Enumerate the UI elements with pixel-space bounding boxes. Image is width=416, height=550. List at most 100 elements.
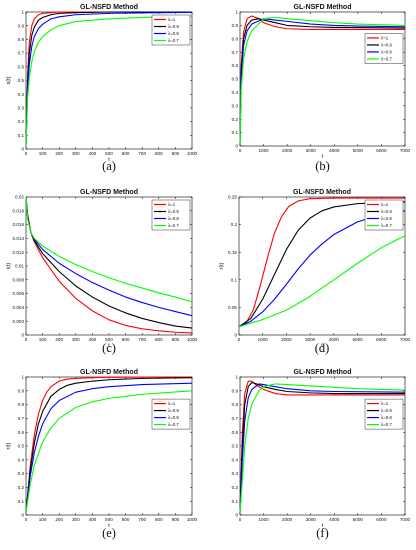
x-tick-label: 100	[39, 151, 47, 156]
y-tick-label: 0.1	[231, 277, 238, 282]
x-tick-label: 3000	[305, 337, 316, 342]
x-tick-label: 900	[172, 337, 180, 342]
y-tick-label: 0.1	[18, 499, 25, 504]
legend-label: λ=0.7	[381, 422, 392, 427]
legend-label: λ=0.9	[381, 408, 392, 413]
series-line	[239, 18, 406, 144]
x-tick-label: 300	[72, 151, 80, 156]
y-tick-label: 0	[21, 513, 24, 518]
x-tick-label: 3000	[306, 148, 317, 153]
y-tick-label: 0.1	[232, 130, 239, 135]
plot-area	[25, 376, 193, 516]
series-line	[238, 197, 405, 328]
y-tick-label: 0.2	[231, 222, 238, 227]
x-tick-label: 800	[155, 151, 163, 156]
y-tick-label: 0.5	[232, 444, 239, 449]
x-tick-label: 3000	[306, 517, 317, 522]
y-tick-label: 0.6	[232, 430, 239, 435]
x-tick-label: 6000	[376, 517, 387, 522]
y-tick-label: 0.004	[13, 305, 25, 310]
x-tick-label: 200	[55, 337, 63, 342]
y-tick-label: 0.2	[232, 117, 239, 122]
y-tick-label: 0.006	[13, 291, 25, 296]
series-line	[25, 11, 192, 147]
x-tick-label: 200	[55, 151, 63, 156]
series-line	[239, 383, 406, 513]
legend-label: λ=0.9	[168, 24, 179, 29]
x-tick-label: 5000	[353, 148, 364, 153]
x-tick-label: 100	[39, 517, 47, 522]
x-tick-label: 1000	[258, 148, 269, 153]
y-axis-label: i(t)	[6, 263, 12, 270]
y-tick-label: 0.5	[232, 77, 239, 82]
chart-title: GL-NSFD Method	[80, 4, 138, 11]
y-tick-label: 1	[235, 375, 238, 380]
x-tick-label: 5000	[352, 337, 363, 342]
y-tick-label: 0.2	[18, 485, 25, 490]
legend-label: λ=1	[168, 401, 176, 406]
x-tick-label: 4000	[329, 517, 340, 522]
y-tick-label: 0	[21, 147, 24, 152]
y-tick-label: 0.8	[232, 402, 239, 407]
x-tick-label: 200	[55, 517, 63, 522]
x-tick-label: 1000	[187, 517, 198, 522]
y-tick-label: 0.9	[232, 388, 239, 393]
y-axis-label: r(t)	[6, 442, 12, 449]
y-tick-label: 0.6	[18, 430, 25, 435]
y-tick-label: 0.7	[18, 51, 25, 56]
x-tick-label: 400	[89, 151, 97, 156]
y-tick-label: 0.014	[13, 236, 25, 241]
panel-caption: (b)	[315, 159, 330, 173]
chart-panel: GL-NSFD Method 0 1000 2000 3000 4000 5000 6000 7…	[219, 189, 411, 355]
x-tick-label: 0	[238, 337, 241, 342]
y-tick-label: 0.4	[232, 90, 239, 95]
series-line	[25, 196, 193, 303]
x-tick-label: 700	[138, 337, 146, 342]
y-tick-label: 0.9	[18, 388, 25, 393]
panel-caption: (d)	[315, 341, 330, 355]
x-tick-label: 5000	[353, 517, 364, 522]
chart-title: GL-NSFD Method	[80, 369, 138, 376]
y-tick-label: 0.016	[13, 222, 25, 227]
series-line	[25, 377, 193, 513]
plot-area	[239, 11, 406, 147]
series-line	[239, 381, 405, 513]
y-tick-label: 0	[235, 144, 238, 149]
series-line	[25, 15, 193, 147]
y-tick-label: 0.2	[18, 119, 25, 124]
y-tick-label: 0.3	[232, 103, 239, 108]
x-tick-label: 500	[105, 151, 113, 156]
legend-label: λ=0.8	[168, 31, 179, 36]
y-tick-label: 1	[235, 10, 238, 15]
x-tick-label: 1000	[187, 151, 198, 156]
y-tick-label: 0.9	[18, 23, 25, 28]
y-tick-label: 0.7	[232, 416, 239, 421]
y-tick-label: 0.9	[232, 23, 239, 28]
legend-label: λ=0.8	[381, 415, 392, 420]
y-tick-label: 0.4	[232, 457, 239, 462]
legend-label: λ=1	[381, 202, 389, 207]
x-tick-label: 700	[138, 151, 146, 156]
legend-label: λ=0.7	[168, 223, 179, 228]
x-tick-label: 400	[89, 337, 97, 342]
legend-label: λ=0.7	[381, 57, 392, 62]
x-tick-label: 4000	[329, 148, 340, 153]
legend-label: λ=0.8	[381, 216, 392, 221]
series-line	[25, 382, 193, 513]
x-tick-label: 0	[25, 151, 28, 156]
series-line	[239, 380, 405, 513]
series-line	[239, 383, 406, 513]
y-tick-label: 0	[21, 333, 24, 338]
x-tick-label: 6000	[376, 337, 387, 342]
y-tick-label: 0.15	[228, 250, 237, 255]
x-tick-label: 600	[122, 517, 130, 522]
y-tick-label: 0.8	[18, 37, 25, 42]
legend: λ=1 λ=0.9 λ=0.8 λ=0.7	[151, 199, 191, 231]
legend: λ=1 λ=0.9 λ=0.8 λ=0.7	[151, 14, 191, 46]
panel-caption: (f)	[316, 526, 329, 540]
y-tick-label: 1	[21, 10, 24, 15]
legend: λ=1 λ=0.9 λ=0.8 λ=0.7	[364, 398, 404, 430]
x-tick-label: 600	[122, 337, 130, 342]
x-axis-label: t	[108, 523, 110, 529]
y-tick-label: 0.25	[228, 195, 237, 200]
